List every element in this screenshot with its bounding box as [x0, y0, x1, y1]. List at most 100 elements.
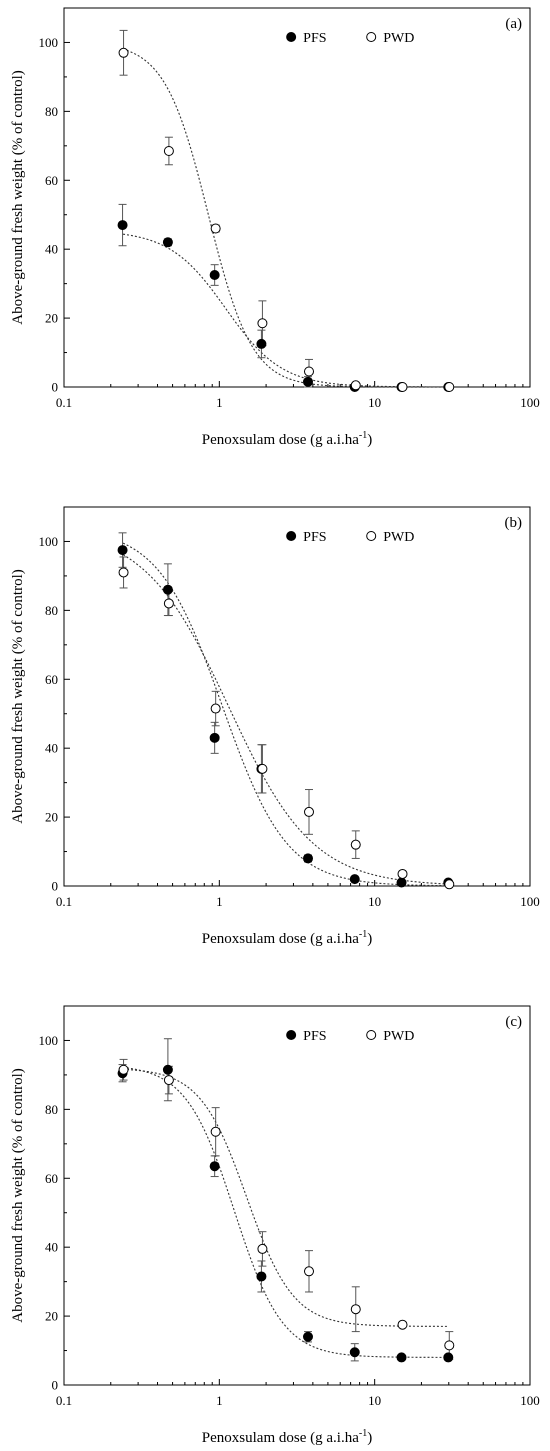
x-tick-label: 100 [520, 894, 540, 909]
data-point-pfs [117, 545, 128, 556]
legend-marker-pwd [366, 32, 377, 42]
data-point-pwd [303, 366, 314, 377]
data-point-pfs [162, 584, 173, 595]
x-tick-label: 10 [368, 1393, 381, 1408]
data-point-pwd [163, 145, 174, 156]
plot-frame [63, 506, 531, 887]
x-tick-label: 1 [216, 894, 223, 909]
y-tick-label: 20 [45, 1309, 58, 1324]
data-point-pwd [350, 839, 361, 850]
data-point-pwd [210, 1126, 221, 1137]
data-point-pwd [350, 1304, 361, 1315]
data-point-pfs [302, 376, 313, 387]
data-point-pfs [162, 237, 173, 248]
data-point-pwd [444, 382, 455, 392]
legend-label-pwd: PWD [383, 530, 414, 545]
panel-label: (b) [505, 515, 523, 531]
x-tick-label: 0.1 [56, 1393, 72, 1408]
y-tick-label: 40 [45, 242, 58, 257]
data-point-pfs [396, 1352, 407, 1363]
data-point-pwd [397, 1319, 408, 1330]
data-point-pwd [303, 806, 314, 817]
y-tick-label: 80 [45, 603, 58, 618]
data-point-pwd [397, 382, 408, 392]
chart-panel-3: 0.1 1 10 100 0 20 40 60 80 100 Penoxsulam dose (g … [10, 1005, 540, 1446]
legend-marker-pfs [286, 32, 297, 42]
data-point-pwd [210, 703, 221, 714]
y-tick-label: 20 [45, 810, 58, 825]
y-tick-label: 0 [52, 879, 59, 894]
legend-marker-pwd [366, 1030, 377, 1040]
data-point-pfs [209, 732, 220, 743]
data-point-pwd [163, 598, 174, 609]
y-tick-label: 40 [45, 1240, 58, 1255]
data-point-pfs [302, 853, 313, 864]
y-tick-label: 40 [45, 741, 58, 756]
data-point-pfs [396, 877, 407, 888]
legend-marker-pfs [286, 1030, 297, 1040]
y-tick-label: 0 [52, 380, 59, 395]
chart-panel-1: 0.1 1 10 100 0 20 40 60 80 100 Penoxsulam dose (g … [10, 7, 540, 448]
legend-label-pwd: PWD [383, 1029, 414, 1044]
y-tick-label: 100 [39, 534, 59, 549]
legend-marker-pfs [286, 531, 297, 541]
data-point-pwd [118, 567, 129, 578]
data-point-pwd [397, 868, 408, 879]
fit-curve-pfs [122, 1066, 449, 1358]
x-tick-label: 0.1 [56, 395, 72, 410]
data-point-pfs [349, 874, 360, 885]
data-point-pwd [257, 318, 268, 329]
y-axis-title: Above-ground fresh weight (% of control) [10, 70, 26, 325]
fit-curve-pwd [122, 554, 449, 885]
x-tick-label: 100 [520, 1393, 540, 1408]
y-tick-label: 100 [39, 35, 59, 50]
data-point-pwd [303, 1266, 314, 1277]
y-tick-label: 60 [45, 1171, 58, 1186]
data-point-pwd [257, 1243, 268, 1254]
x-tick-label: 10 [368, 395, 381, 410]
data-point-pfs [256, 1271, 267, 1282]
legend-label-pfs: PFS [303, 31, 326, 46]
y-axis-title: Above-ground fresh weight (% of control) [10, 1068, 26, 1323]
plot-frame [63, 1005, 531, 1386]
legend-label-pfs: PFS [303, 530, 326, 545]
x-axis-title: Penoxsulam dose (g a.i.ha-1) [202, 1428, 372, 1446]
fit-curve-pfs [122, 233, 449, 388]
chart-panel-2: 0.1 1 10 100 0 20 40 60 80 100 Penoxsulam dose (g … [10, 506, 540, 947]
data-point-pwd [257, 763, 268, 774]
x-axis-title: Penoxsulam dose (g a.i.ha-1) [202, 430, 372, 448]
legend-marker-pwd [366, 531, 377, 541]
fit-curve-pfs [122, 542, 449, 887]
x-tick-label: 100 [520, 395, 540, 410]
data-point-pwd [444, 879, 455, 890]
y-tick-label: 100 [39, 1033, 59, 1048]
y-tick-label: 60 [45, 173, 58, 188]
data-point-pfs [209, 270, 220, 281]
data-point-pfs [117, 220, 128, 231]
y-tick-label: 20 [45, 311, 58, 326]
data-point-pwd [118, 1064, 129, 1075]
x-tick-label: 10 [368, 894, 381, 909]
fit-curve-pwd [122, 48, 449, 388]
fit-curve-pwd [123, 1068, 449, 1327]
data-point-pwd [210, 223, 221, 234]
data-point-pwd [350, 380, 361, 391]
x-tick-label: 1 [216, 395, 223, 410]
data-point-pfs [302, 1331, 313, 1342]
panel-label: (a) [505, 16, 522, 32]
data-point-pwd [118, 47, 129, 58]
y-tick-label: 60 [45, 672, 58, 687]
data-point-pwd [444, 1340, 455, 1351]
data-point-pwd [163, 1075, 174, 1086]
y-tick-label: 0 [52, 1378, 59, 1393]
data-point-pfs [443, 1352, 454, 1363]
y-tick-label: 80 [45, 1102, 58, 1117]
panel-label: (c) [505, 1014, 522, 1030]
data-point-pfs [349, 1347, 360, 1358]
y-axis-title: Above-ground fresh weight (% of control) [10, 569, 26, 824]
x-tick-label: 1 [216, 1393, 223, 1408]
y-tick-label: 80 [45, 104, 58, 119]
legend-label-pwd: PWD [383, 31, 414, 46]
data-point-pfs [162, 1064, 173, 1075]
